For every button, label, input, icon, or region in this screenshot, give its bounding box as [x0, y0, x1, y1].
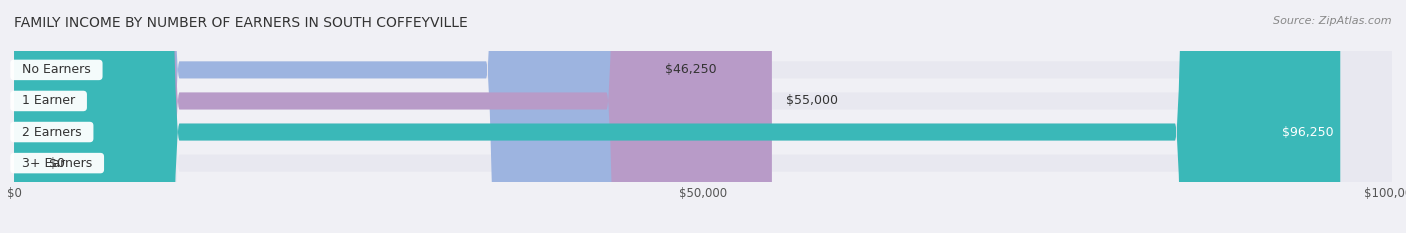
Text: 1 Earner: 1 Earner: [14, 94, 83, 107]
Text: 2 Earners: 2 Earners: [14, 126, 90, 139]
Text: No Earners: No Earners: [14, 63, 98, 76]
FancyBboxPatch shape: [14, 0, 1392, 233]
Text: Source: ZipAtlas.com: Source: ZipAtlas.com: [1274, 16, 1392, 26]
Text: $46,250: $46,250: [665, 63, 717, 76]
Text: $0: $0: [48, 157, 65, 170]
FancyBboxPatch shape: [14, 0, 1392, 233]
Text: FAMILY INCOME BY NUMBER OF EARNERS IN SOUTH COFFEYVILLE: FAMILY INCOME BY NUMBER OF EARNERS IN SO…: [14, 16, 468, 30]
FancyBboxPatch shape: [14, 0, 1392, 233]
Text: $55,000: $55,000: [786, 94, 838, 107]
Text: 3+ Earners: 3+ Earners: [14, 157, 100, 170]
FancyBboxPatch shape: [14, 0, 772, 233]
FancyBboxPatch shape: [14, 0, 651, 233]
Text: $96,250: $96,250: [1282, 126, 1333, 139]
FancyBboxPatch shape: [14, 0, 1340, 233]
FancyBboxPatch shape: [14, 0, 1392, 233]
